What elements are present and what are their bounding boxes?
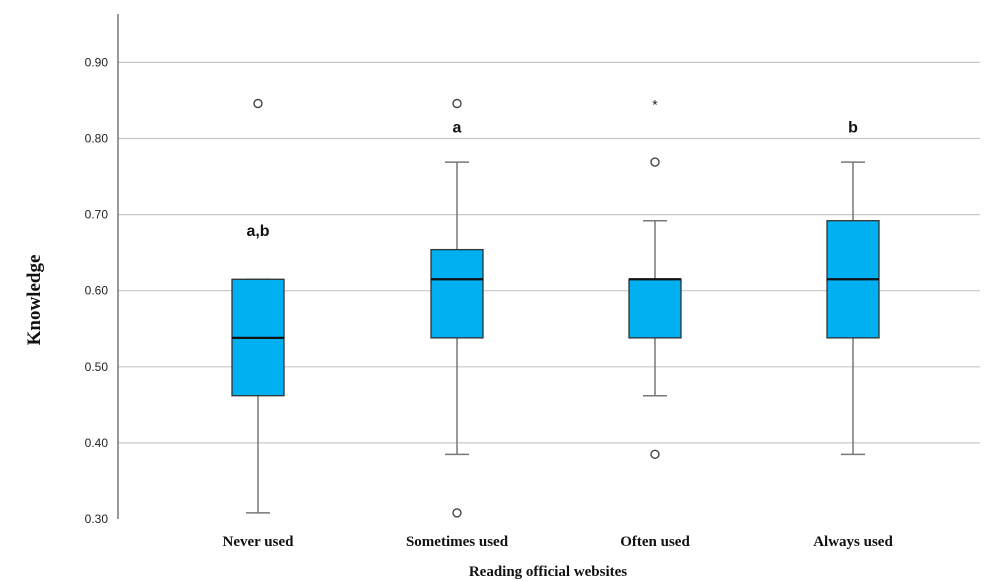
iqr-box <box>430 248 484 339</box>
outlier-point <box>650 449 660 460</box>
box-group: b <box>826 119 880 456</box>
x-category-label: Always used <box>813 534 893 550</box>
y-axis-ticks: 0.30 0.40 0.50 0.60 0.70 0.80 0.90 <box>85 55 109 526</box>
outlier-point <box>452 98 462 109</box>
significance-label: a <box>453 119 462 136</box>
outlier-point <box>253 98 263 109</box>
outlier-point <box>452 508 462 518</box>
x-axis-categories: Never used Sometimes used Often used Always… <box>223 534 894 550</box>
y-tick-label: 0.60 <box>85 284 109 298</box>
x-category-label: Never used <box>223 534 295 550</box>
box-group: a <box>430 98 484 518</box>
significance-label: b <box>848 119 858 136</box>
x-category-label: Often used <box>620 534 690 550</box>
boxes: a,b a * b <box>231 96 880 518</box>
y-tick-label: 0.50 <box>85 360 109 374</box>
box-group: a,b <box>231 98 285 514</box>
y-tick-label: 0.40 <box>85 436 109 450</box>
x-axis-label: Reading official websites <box>469 564 627 580</box>
y-tick-label: 0.90 <box>85 55 109 69</box>
extreme-outlier-marker: * <box>652 96 658 112</box>
box-group: * <box>628 96 682 460</box>
outlier-point <box>650 157 660 167</box>
y-tick-label: 0.30 <box>85 512 109 526</box>
x-category-label: Sometimes used <box>406 534 509 550</box>
y-tick-label: 0.80 <box>85 132 109 146</box>
y-axis-label: Knowledge <box>24 255 45 346</box>
y-tick-label: 0.70 <box>85 208 109 222</box>
iqr-box <box>628 278 682 339</box>
significance-label: a,b <box>246 223 269 240</box>
